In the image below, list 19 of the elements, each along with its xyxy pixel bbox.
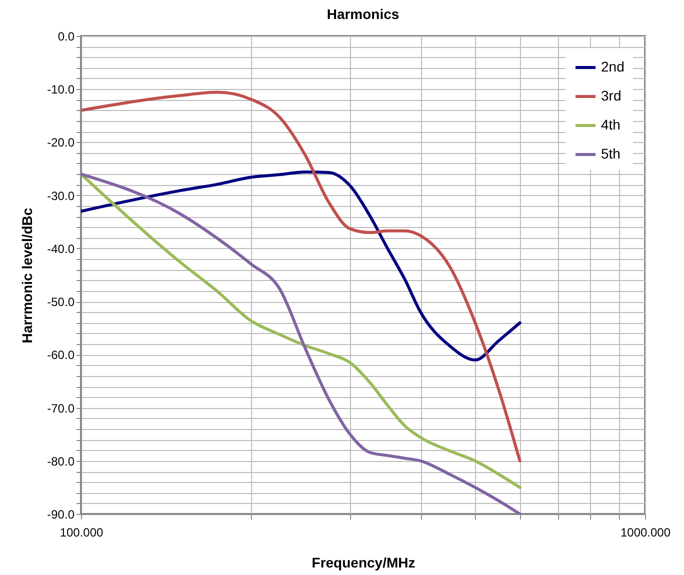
- legend-label: 3rd: [601, 88, 622, 104]
- y-tick-label: -20.0: [47, 136, 75, 150]
- x-axis-title: Frequency/MHz: [312, 554, 416, 570]
- legend-label: 5th: [601, 146, 620, 162]
- y-tick-label: 0.0: [58, 30, 75, 44]
- y-tick-label: -30.0: [47, 188, 75, 203]
- y-tick-label: -60.0: [47, 348, 75, 362]
- legend-label: 2nd: [601, 58, 624, 74]
- chart-title: Harmonics: [326, 6, 400, 22]
- x-tick-label: 100.000: [60, 526, 104, 540]
- y-axis-title: Harrmonic level/dBc: [19, 208, 36, 344]
- y-tick-label: -40.0: [47, 242, 75, 256]
- y-tick-label: -70.0: [47, 401, 75, 416]
- y-tick-label: -50.0: [47, 295, 75, 310]
- y-tick-label: -10.0: [47, 82, 75, 97]
- y-tick-label: -80.0: [47, 454, 75, 468]
- legend-label: 4th: [601, 116, 620, 132]
- y-tick-label: -90.0: [47, 508, 75, 522]
- x-tick-label: 1000.000: [620, 526, 671, 540]
